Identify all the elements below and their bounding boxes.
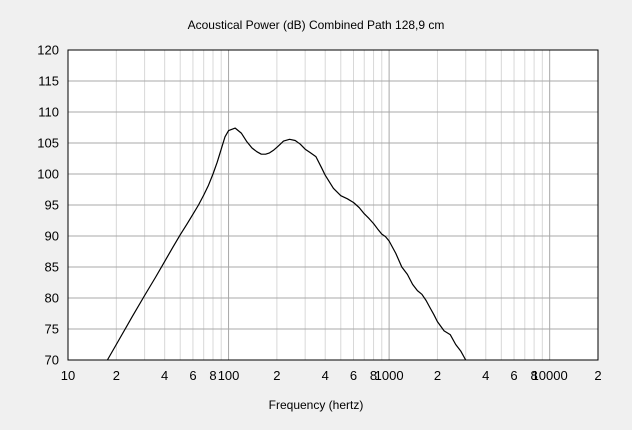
y-tick-label: 115 xyxy=(38,74,59,89)
y-axis-ticks: 70 75 80 85 90 95 100 105 110 115 120 xyxy=(37,43,59,368)
y-tick-label: 95 xyxy=(45,198,59,213)
y-tick-label: 100 xyxy=(37,167,59,182)
y-tick-label: 80 xyxy=(45,291,59,306)
series-line xyxy=(106,127,467,361)
x-tick-label: 100 xyxy=(218,368,240,383)
x-tick-label: 6 xyxy=(350,368,357,383)
x-tick-label: 8 xyxy=(370,368,377,383)
y-tick-label: 110 xyxy=(38,105,59,120)
y-tick-label: 85 xyxy=(45,260,59,275)
x-tick-label: 2 xyxy=(594,368,601,383)
x-tick-label: 8 xyxy=(530,368,537,383)
x-tick-label: 2 xyxy=(113,368,120,383)
x-tick-label: 10 xyxy=(61,368,75,383)
y-tick-label: 120 xyxy=(37,43,59,58)
x-tick-label: 2 xyxy=(434,368,441,383)
x-axis-label: Frequency (hertz) xyxy=(269,398,364,412)
x-tick-label: 2 xyxy=(273,368,280,383)
x-tick-label: 6 xyxy=(510,368,517,383)
grid xyxy=(67,50,599,360)
y-tick-label: 70 xyxy=(45,353,59,368)
x-tick-label: 8 xyxy=(209,368,216,383)
x-tick-label: 4 xyxy=(161,368,168,383)
y-tick-label: 75 xyxy=(45,322,59,337)
plot-border xyxy=(67,49,599,361)
x-tick-label: 6 xyxy=(189,368,196,383)
y-tick-label: 105 xyxy=(37,136,59,151)
series-layer xyxy=(106,127,467,361)
x-tick-label: 4 xyxy=(322,368,329,383)
y-tick-label: 90 xyxy=(45,229,59,244)
x-tick-label: 1000 xyxy=(375,368,404,383)
x-tick-label: 4 xyxy=(482,368,489,383)
x-tick-label: 10000 xyxy=(532,368,568,383)
chart-title: Acoustical Power (dB) Combined Path 128,… xyxy=(188,18,445,32)
